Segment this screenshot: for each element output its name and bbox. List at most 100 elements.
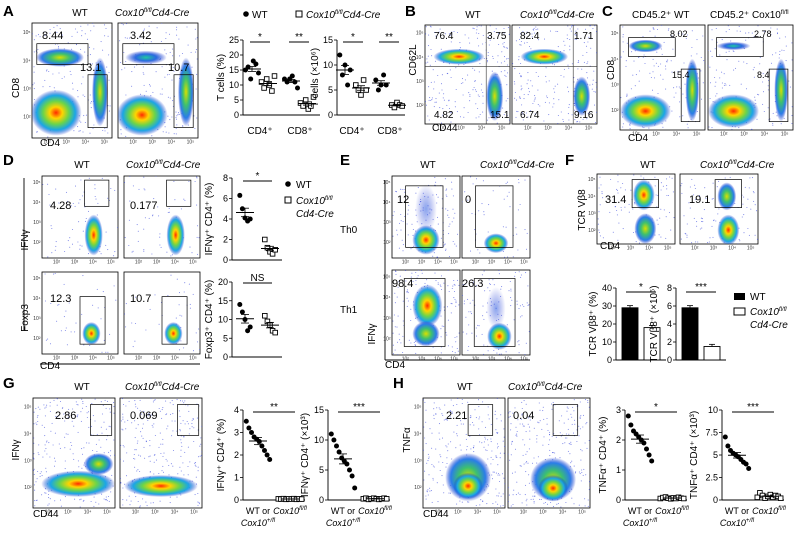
a-ko-flow-dot: [195, 51, 197, 53]
d-wt-ifng-flow-dot: [55, 241, 57, 243]
e-th0-wt-flow-xtick: 10⁴: [434, 260, 442, 266]
e-th1-wt-flow-dot: [402, 351, 404, 354]
b-wt-flow-dot: [482, 102, 484, 104]
a-wt-cd8-pct: 8.44: [42, 30, 63, 42]
b-wt-flow-dot: [430, 48, 432, 51]
h-wt-flow-dot: [441, 413, 443, 415]
g-chart-num-sig-label: ***: [353, 402, 365, 413]
a-wt-flow-dot: [48, 70, 50, 73]
h-wt-flow-dot: [502, 493, 504, 495]
a-wt-flow-dot: [37, 34, 40, 36]
b-wt-flow-dot: [498, 43, 500, 46]
b-wt-flow-dot: [448, 33, 450, 35]
d-ko-ifng-flow-dot: [196, 253, 199, 255]
g-ko-flow-dot: [149, 439, 151, 442]
a-ko-flow-xtick: 10²: [129, 140, 137, 146]
f-wt-flow-ytick: 10²: [588, 228, 596, 234]
b-wt-flow-dot: [433, 81, 435, 83]
f-ko-flow-content: [680, 176, 758, 244]
h-wt-flow-ytick: 10³: [414, 458, 422, 464]
g-wt-flow-dot: [94, 398, 96, 400]
g-ko-flow-dot: [121, 398, 123, 400]
c-wt-flow-dot: [657, 92, 659, 95]
h-chart-pct-ctrl-point: [646, 452, 652, 458]
h-ko-flow-dot: [527, 417, 529, 419]
e-th0-wt-flow-dot: [437, 196, 439, 198]
b-ko-flow-dot: [582, 54, 584, 56]
b-wt-flow-dot: [431, 97, 433, 99]
e-th1-wt-flow-dot: [440, 315, 442, 317]
f-wt-flow-dot: [630, 189, 632, 191]
c-wt-flow-dot: [676, 86, 678, 88]
e-th0-wt-flow-dot: [444, 178, 446, 180]
g-wt-flow-dot: [44, 435, 46, 437]
d-wt-foxp3-flow-dot: [102, 291, 104, 293]
d-ko-ifng-flow-dot: [196, 177, 198, 179]
f-ko-flow-gate-0: [714, 179, 742, 208]
f-chart-pct-sig-label: *: [639, 282, 643, 293]
b-ko-flow-dot: [587, 112, 589, 115]
d-wt-foxp3-flow-dot: [105, 351, 107, 353]
c-wt-flow-dot: [629, 128, 631, 130]
f-wt-flow-dot: [609, 211, 611, 213]
h-ko-flow-dot: [569, 453, 571, 455]
e-th1-ko-flow-dot: [484, 290, 486, 292]
g-wt-flow-dot: [78, 466, 80, 468]
h-ko-flow-dot: [571, 497, 573, 499]
h-wt-flow-dot: [502, 440, 504, 442]
f-ko-flow-dot: [705, 198, 707, 200]
g-ko-flow-dot: [180, 442, 182, 444]
e-th1-wt-flow-dot: [415, 283, 417, 286]
h-chart-pct-cat2: Cox10fl/fl: [655, 506, 689, 516]
g-ko-flow-dot: [180, 470, 182, 472]
e-th0-wt-flow-dot: [456, 233, 459, 235]
g-chart-pct-ctrl: [243, 418, 273, 462]
e-th1-wt-flow-dot: [406, 289, 408, 291]
g-wt-flow-dot: [54, 500, 56, 502]
d-ko-ifng-flow-dot: [166, 251, 168, 253]
b-ko-flow-dot: [592, 83, 594, 85]
g-chart-num-ctrl-point: [336, 449, 342, 455]
e-th1-wt-flow-dot: [402, 320, 404, 322]
e-th1-ko-flow-dot: [467, 349, 469, 351]
b-ko-flow-dot: [577, 28, 579, 30]
b-wt-flow-dot: [453, 30, 455, 33]
g-ko-flow-dot: [166, 460, 168, 462]
h-ko-flow-dot: [567, 418, 569, 420]
c-wt-flow-dot: [672, 48, 674, 50]
c-wt-flow-dot: [638, 80, 640, 82]
c-ko-flow-dot: [721, 82, 723, 84]
h-ko-flow-dot: [516, 435, 518, 437]
g-ko-flow-dot: [126, 452, 128, 454]
h-ko-flow-dot: [528, 426, 531, 428]
c-ko-flow-dot: [757, 25, 759, 27]
e-th1-wt-flow-dot: [453, 297, 455, 299]
e-th1-wt-flow-dot: [415, 279, 417, 282]
g-wt-flow-dot: [33, 469, 35, 472]
e-th0-wt-flow-dot: [446, 195, 448, 197]
g-wt-flow-dot: [79, 499, 81, 501]
d-ko-ifng-flow-dot: [124, 181, 126, 183]
b-ko-flow-dot: [534, 113, 536, 115]
d-ko-foxp3-flow-dot: [192, 350, 195, 352]
c-wt-flow-dot: [687, 127, 689, 129]
g-wt-flow-dot: [68, 414, 70, 416]
e-th1-wt-flow-dot: [443, 306, 445, 308]
g-ko-flow-dot: [139, 505, 141, 507]
h-wt-flow-dot: [496, 431, 498, 434]
e-th1-ko-flow-dot: [527, 285, 529, 287]
a-ko-flow-dot: [123, 51, 125, 54]
c-ko-flow-dot: [788, 80, 790, 82]
c-ko-flow-dot: [725, 84, 727, 86]
f-wt-flow-dot: [601, 193, 603, 195]
f-ko-flow-dot: [746, 206, 748, 209]
e-th1-wt-flow-dot: [447, 345, 449, 347]
d-wt-ifng-flow-dot: [105, 231, 107, 233]
d-ko-ifng-flow-dot: [151, 215, 154, 217]
d-ko-ifng-flow-dot: [136, 224, 138, 226]
d-foxp3-sig-label: NS: [251, 273, 265, 284]
b-wt-flow-dot: [438, 92, 440, 94]
f-wt-flow-dot: [632, 208, 634, 210]
h-chart-num-ctrl-point: [722, 434, 728, 440]
